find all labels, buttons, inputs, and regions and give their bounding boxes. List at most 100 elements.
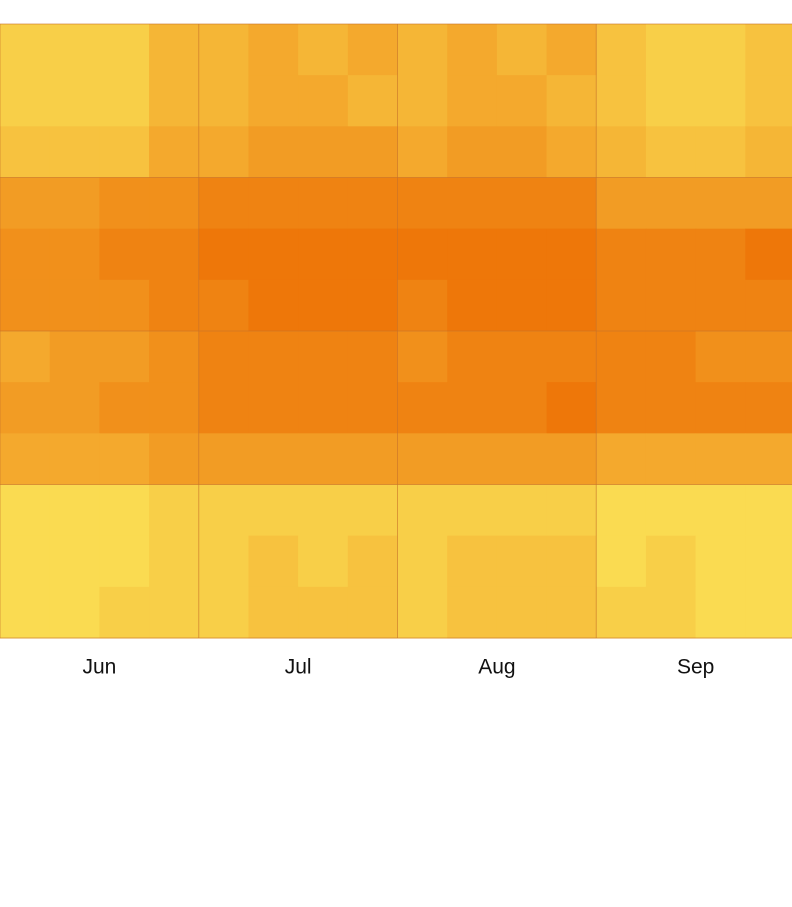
heatmap-cell <box>596 228 647 281</box>
heatmap-cell <box>99 228 150 281</box>
heatmap-cell <box>248 279 299 332</box>
heatmap-cell <box>596 535 647 588</box>
heatmap-cell <box>49 586 100 639</box>
heatmap-cell <box>645 535 697 588</box>
heatmap-cell <box>0 433 51 485</box>
heatmap-cell <box>447 484 498 537</box>
heatmap-cell <box>149 177 200 230</box>
heatmap-cell <box>149 484 200 537</box>
heatmap-cell <box>347 586 398 639</box>
heatmap-cell <box>596 433 647 485</box>
heatmap-cell <box>496 535 548 588</box>
heatmap-cell <box>248 24 299 76</box>
heatmap-cell <box>645 126 697 178</box>
heatmap-cell <box>745 382 792 434</box>
heatmap-cell <box>546 484 597 537</box>
heatmap-cell <box>496 433 548 485</box>
heatmap-cell <box>745 586 792 639</box>
heatmap-cell <box>248 75 299 127</box>
x-tick-label: Aug <box>478 656 515 679</box>
heatmap-cell <box>447 228 498 281</box>
heatmap-cell <box>496 382 548 434</box>
heatmap-cell <box>645 177 697 230</box>
heatmap-cell <box>496 177 548 230</box>
heatmap-cell <box>447 433 498 485</box>
heatmap-cell <box>49 126 100 178</box>
heatmap-cell <box>645 24 697 76</box>
heatmap-cell <box>596 177 647 230</box>
heatmap-cell <box>149 433 200 485</box>
heatmap-cell <box>347 126 398 178</box>
heatmap-cell <box>397 126 448 178</box>
heatmap-cell <box>198 75 249 127</box>
heatmap-cell <box>745 279 792 332</box>
heatmap-cell <box>347 382 398 434</box>
heatmap-cell <box>397 177 448 230</box>
heatmap-cell <box>0 228 51 281</box>
heatmap-cell <box>596 126 647 178</box>
heatmap-cell <box>645 586 697 639</box>
heatmap-cell <box>99 279 150 332</box>
heatmap-cell <box>248 382 299 434</box>
heatmap-cell <box>49 535 100 588</box>
x-tick-label: Jul <box>285 656 312 679</box>
heatmap-cell <box>695 279 746 332</box>
heatmap-cell <box>198 433 249 485</box>
heatmap-cell <box>0 75 51 127</box>
heatmap-cell <box>397 484 448 537</box>
heatmap-cell <box>546 433 597 485</box>
heatmap-cell <box>546 586 597 639</box>
heatmap-cell <box>149 126 200 178</box>
heatmap-cell <box>248 126 299 178</box>
heatmap-cell <box>149 331 200 383</box>
heatmap-cell <box>695 586 746 639</box>
heatmap-cell <box>546 126 597 178</box>
heatmap-cell <box>645 382 697 434</box>
heatmap-cell <box>745 177 792 230</box>
heatmap-cell <box>198 586 249 639</box>
heatmap-cell <box>496 279 548 332</box>
heatmap-cell <box>99 331 150 383</box>
heatmap-cell <box>645 228 697 281</box>
heatmap-cell <box>695 177 746 230</box>
heatmap-cell <box>99 484 150 537</box>
heatmap-cell <box>347 484 398 537</box>
heatmap-cell <box>248 586 299 639</box>
heatmap-cell <box>0 126 51 178</box>
heatmap-cell <box>49 484 100 537</box>
heatmap-cell <box>596 586 647 639</box>
heatmap-cell <box>49 279 100 332</box>
heatmap-cell <box>149 535 200 588</box>
heatmap-cell <box>298 586 349 639</box>
heatmap-cell <box>149 228 200 281</box>
heatmap-cell <box>645 433 697 485</box>
heatmap-cell <box>745 331 792 383</box>
heatmap-cell <box>298 484 349 537</box>
heatmap-cell <box>49 331 100 383</box>
heatmap-cell <box>298 535 349 588</box>
heatmap-cell <box>198 177 249 230</box>
heatmap-cell <box>447 177 498 230</box>
heatmap-cell <box>745 433 792 485</box>
heatmap-cell <box>49 228 100 281</box>
heatmap-cell <box>0 535 51 588</box>
heatmap-cell <box>447 535 498 588</box>
heatmap-cell <box>298 177 349 230</box>
heatmap-cell <box>397 331 448 383</box>
heatmap-cell <box>248 484 299 537</box>
heatmap-cell <box>198 382 249 434</box>
heatmap-cell <box>447 126 498 178</box>
heatmap-cell <box>298 228 349 281</box>
heatmap-cell <box>198 279 249 332</box>
heatmap-cell <box>447 586 498 639</box>
heatmap-cell <box>198 24 249 76</box>
heatmap-cell <box>149 24 200 76</box>
heatmap-cell <box>496 24 548 76</box>
heatmap-cell <box>49 382 100 434</box>
heatmap-cell <box>198 126 249 178</box>
heatmap-cell <box>695 24 746 76</box>
heatmap-cell <box>347 535 398 588</box>
heatmap-cell <box>397 535 448 588</box>
heatmap-cell <box>745 24 792 76</box>
heatmap-cell <box>298 126 349 178</box>
